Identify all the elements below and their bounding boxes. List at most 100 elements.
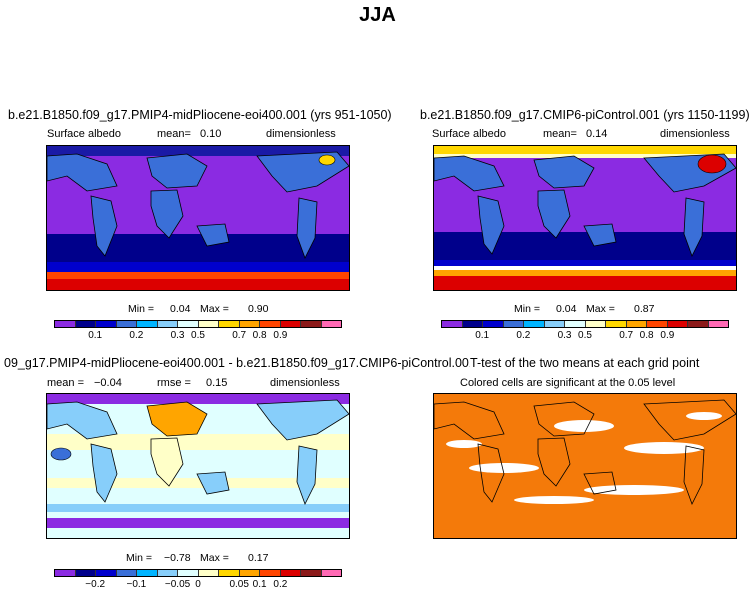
- colorbar-swatch: [503, 321, 524, 327]
- continents: [47, 399, 349, 506]
- colorbar-swatch: [321, 570, 341, 576]
- panel-1-variable: Surface albedo: [47, 128, 121, 140]
- tick-label: 0.3: [170, 330, 185, 341]
- colorbar-swatch: [565, 321, 586, 327]
- tick-label: 0.2: [516, 330, 531, 341]
- panel-1-mean-value: 0.10: [200, 128, 222, 140]
- colorbar-swatch: [260, 570, 281, 576]
- landmass-asia: [146, 153, 208, 189]
- landmass-south-america-east: [296, 197, 318, 260]
- panel-2-colorbar: 0.1 0.2 0.3 0.5 0.7 0.8 0.9: [441, 320, 729, 342]
- non-significant-cells: [446, 412, 722, 504]
- panel-3-max-label: Max =: [200, 552, 229, 564]
- non-significant-patch: [554, 420, 614, 432]
- tick-label: 0.8: [252, 330, 267, 341]
- tick-label: 0.9: [660, 330, 675, 341]
- southern-ocean-edge: [47, 262, 349, 272]
- colorbar-swatches: [441, 320, 729, 328]
- continents: [434, 399, 736, 506]
- panel-2-mean-value: 0.14: [586, 128, 608, 140]
- landmass-south-america: [90, 195, 118, 257]
- tick-label: 0.1: [88, 330, 103, 341]
- colorbar-swatch: [260, 321, 281, 327]
- tick-label: 0.5: [578, 330, 592, 341]
- tick-label: 0.2: [273, 579, 288, 590]
- landmass-australia: [196, 223, 230, 247]
- panel-2-units: dimensionless: [660, 128, 730, 140]
- colorbar-swatch: [708, 321, 728, 327]
- tick-label: −0.1: [126, 579, 147, 590]
- colorbar-swatch: [442, 321, 463, 327]
- landmass-americas-north: [434, 401, 505, 440]
- panel-2-mean-label: mean=: [543, 128, 577, 140]
- landmass-south-america-east: [296, 445, 318, 506]
- landmass-africa: [150, 189, 184, 239]
- landmass-asia: [533, 155, 595, 189]
- panel-2-map: [433, 145, 737, 291]
- colorbar-swatch: [626, 321, 647, 327]
- colorbar-swatch: [55, 570, 76, 576]
- panel-3-mean-label: mean =: [47, 377, 84, 389]
- panel-1-map: [46, 145, 350, 291]
- colorbar-ticks: 0.1 0.2 0.3 0.5 0.7 0.8 0.9: [54, 330, 342, 342]
- arctic-ice-band: [434, 146, 736, 154]
- antarctic-margin: [47, 272, 349, 279]
- panel-1-max-label: Max =: [200, 303, 229, 315]
- colorbar-swatch: [239, 321, 260, 327]
- panel-3-mean-value: −0.04: [94, 377, 122, 389]
- tick-label: 0.2: [129, 330, 144, 341]
- colorbar-swatch: [524, 321, 545, 327]
- tick-label: 0.9: [273, 330, 288, 341]
- panel-3-min-value: −0.78: [164, 552, 191, 564]
- antarctic-margin: [47, 518, 349, 528]
- panel-2-variable: Surface albedo: [432, 128, 506, 140]
- landmass-americas-north: [434, 155, 505, 192]
- sea-ice-outer: [434, 270, 736, 276]
- panel-2-max-value: 0.87: [634, 303, 655, 315]
- southern-ocean-edge: [434, 260, 736, 266]
- colorbar-swatch: [116, 570, 137, 576]
- panel-3-title: 09_g17.PMIP4-midPliocene-eoi400.001 - b.…: [4, 356, 470, 370]
- panel-3-rmse-label: rmse =: [157, 377, 191, 389]
- colorbar-swatch: [96, 570, 117, 576]
- tropical-band: [47, 434, 349, 450]
- landmass-americas-north: [47, 401, 118, 440]
- colorbar-swatch: [75, 321, 96, 327]
- colorbar-swatch: [462, 321, 483, 327]
- colorbar-swatch: [137, 570, 158, 576]
- non-significant-patch: [514, 496, 594, 504]
- landmass-south-america-east: [683, 445, 705, 506]
- panel-1-colorbar: 0.1 0.2 0.3 0.5 0.7 0.8 0.9: [54, 320, 342, 342]
- panel-3-colorbar: −0.2 −0.1 −0.05 0 0.05 0.1 0.2: [54, 569, 342, 591]
- tick-label: 0: [195, 579, 201, 590]
- colorbar-swatch: [688, 321, 709, 327]
- tick-label: −0.05: [164, 579, 191, 590]
- landmass-south-america-east: [683, 197, 705, 258]
- non-significant-patch: [446, 440, 482, 448]
- landmass-australia: [583, 223, 617, 247]
- colorbar-swatch: [178, 321, 199, 327]
- colorbar-swatch: [585, 321, 606, 327]
- colorbar-swatch: [219, 570, 240, 576]
- non-significant-patch: [469, 463, 539, 473]
- colorbar-swatch: [116, 321, 137, 327]
- panel-3-max-value: 0.17: [248, 552, 269, 564]
- landmass-asia: [533, 401, 595, 437]
- colorbar-swatch: [55, 321, 76, 327]
- landmass-asia: [146, 401, 208, 437]
- panel-2-min-value: 0.04: [556, 303, 577, 315]
- arctic-band: [47, 394, 349, 404]
- colorbar-swatch: [647, 321, 668, 327]
- panel-1-min-value: 0.04: [170, 303, 191, 315]
- tick-label: 0.8: [639, 330, 654, 341]
- antarctica-ice: [434, 276, 736, 290]
- tick-label: 0.1: [475, 330, 490, 341]
- landmass-australia: [583, 471, 617, 495]
- landmass-south-america: [477, 443, 505, 503]
- landmass-americas-north: [47, 153, 118, 192]
- colorbar-swatch: [280, 321, 301, 327]
- page-title: JJA: [359, 4, 396, 26]
- greenland-ice: [318, 154, 336, 166]
- antarctica: [47, 528, 349, 538]
- panel-3-map: [46, 393, 350, 539]
